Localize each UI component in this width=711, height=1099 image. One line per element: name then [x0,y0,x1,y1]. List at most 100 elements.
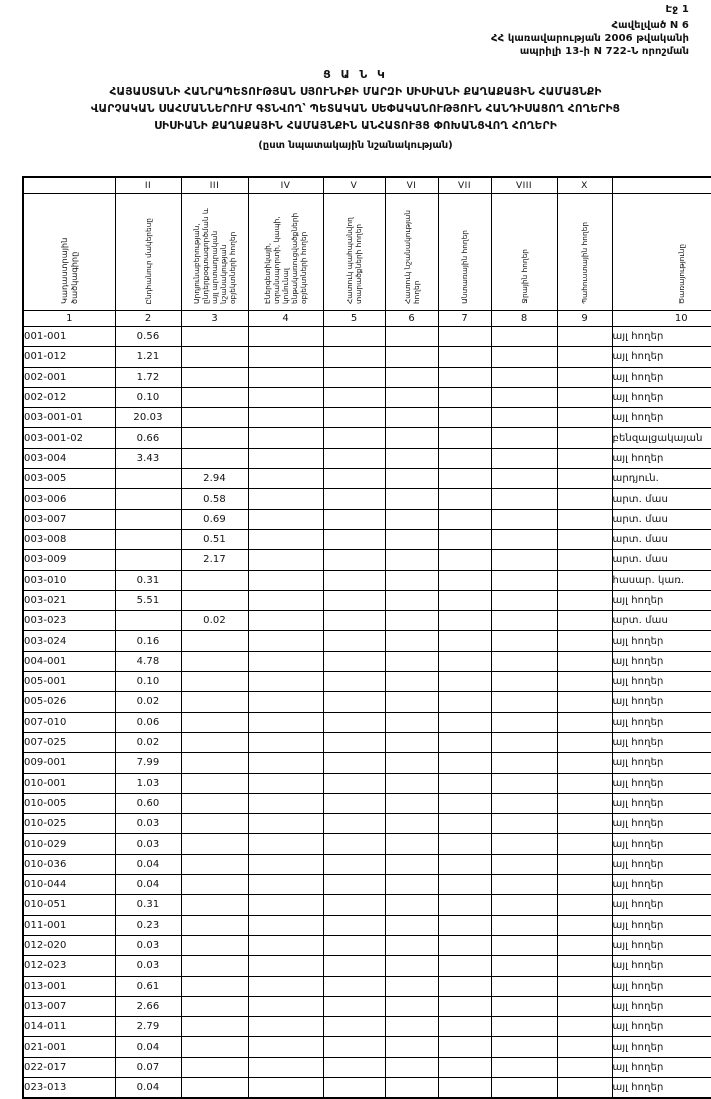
cell-c6 [384,366,439,388]
cell-c4 [247,447,324,470]
table-row: 002-012 0.10 այլ հողեր [22,386,711,409]
cell-service: բենզալցակայան [611,427,711,449]
cell-c7 [437,914,492,936]
cell-c8 [490,650,558,673]
cell-service: այլ հողեր [611,894,711,916]
cell-c4 [247,488,324,510]
cell-c3 [180,853,249,876]
cell-c5 [322,346,386,368]
cell-c3 [180,1036,249,1058]
table-row: 009-001 7.99 այլ հողեր [22,752,711,774]
cell-c4 [247,894,324,916]
cell-c7 [437,468,492,490]
cell-c9 [556,508,613,530]
cell-cadastral-code: 010-029 [22,833,116,855]
cell-c5 [322,955,386,977]
roman-col-6: VI [384,176,439,194]
cell-c2: 0.23 [114,914,182,936]
cell-c7 [437,630,492,652]
col-header-water: Ջրային հողեր [490,193,558,311]
cell-cadastral-code: 009-001 [22,752,116,774]
cell-c9 [556,589,613,612]
cell-c8 [490,813,558,835]
roman-col-7: VII [437,176,492,194]
cell-c7 [437,833,492,855]
cell-c6 [384,610,439,632]
cell-service: այլ հողեր [611,407,711,429]
cell-c5 [322,468,386,490]
cell-c6 [384,650,439,673]
table-row: 003-024 0.16 այլ հողեր [22,630,711,652]
cell-c9 [556,934,613,957]
cell-c8 [490,407,558,429]
table-row: 010-025 0.03 այլ հողեր [22,813,711,835]
land-allocation-table-wrapper: II III IV V VI VII VIII X Կադաստրային ծա… [22,176,711,1099]
colnum-4: 4 [247,310,324,327]
cell-c6 [384,346,439,368]
cell-c7 [437,894,492,916]
cell-c2: 0.03 [114,833,182,855]
cell-c3: 0.02 [180,610,249,632]
cell-service: այլ հողեր [611,1036,711,1058]
cell-cadastral-code: 003-010 [22,569,116,591]
cell-c6 [384,833,439,855]
cell-c6 [384,955,439,977]
cell-c2: 3.43 [114,447,182,470]
cell-c4 [247,833,324,855]
colnum-10: 10 [611,310,711,327]
cell-service: հասար. կառ. [611,569,711,591]
cell-c2: 0.16 [114,630,182,652]
table-row: 021-001 0.04 այլ հողեր [22,1036,711,1058]
cell-c8 [490,1076,558,1099]
roman-col-9: X [556,176,613,194]
cell-c2: 0.60 [114,792,182,815]
cell-c9 [556,975,613,997]
cell-service: այլ հողեր [611,955,711,977]
cell-service: այլ հողեր [611,772,711,794]
cell-service: արտ. մաս [611,528,711,551]
cell-c9 [556,407,613,429]
cell-c8 [490,610,558,632]
colnum-6: 6 [384,310,439,327]
cell-service: այլ հողեր [611,589,711,612]
cell-c2: 0.04 [114,1076,182,1099]
cell-c4 [247,711,324,733]
cell-c8 [490,508,558,530]
cell-c2: 0.66 [114,427,182,449]
cell-c8 [490,772,558,794]
subtitle-line-1: ՀԱՅԱՍՏԱՆԻ ՀԱՆՐԱՊԵՏՈՒԹՅԱՆ ՍՅՈՒՆԻՔԻ ՄԱՐԶԻ … [109,86,602,98]
cell-cadastral-code: 003-024 [22,630,116,652]
subtitle-line-2: ՎԱՐՉԱԿԱՆ ՍԱՀՄԱՆՆԵՐՈՒՄ ԳՏՆՎՈՂ՝ ՊԵՏԱԿԱՆ ՍԵ… [90,103,621,115]
table-row: 003-001-01 20.03 այլ հողեր [22,407,711,429]
cell-c6 [384,528,439,551]
cell-c7 [437,610,492,632]
cell-c2 [114,549,182,571]
cell-c9 [556,549,613,571]
cell-service: այլ հողեր [611,874,711,896]
cell-c4 [247,427,324,449]
cell-c2: 2.66 [114,995,182,1018]
cell-c2 [114,528,182,551]
cell-c8 [490,995,558,1018]
cell-c2: 0.06 [114,711,182,733]
cell-c4 [247,752,324,774]
cell-c3 [180,427,249,449]
cell-c2 [114,508,182,530]
cell-service: այլ հողեր [611,1016,711,1038]
cell-c9 [556,650,613,673]
cell-c3 [180,671,249,693]
cell-c5 [322,671,386,693]
table-row: 007-010 0.06 այլ հողեր [22,711,711,733]
approval-line-3: ապրիլի 13-ի N 722-Ն որոշման [519,46,689,57]
table-row: 003-001-02 0.66 բենզալցակայան [22,427,711,449]
cell-c7 [437,447,492,470]
cell-c3: 2.94 [180,468,249,490]
subtitle-line-3: ՍԻՍԻԱՆԻ ՔԱՂԱՔԱՅԻՆ ՀԱՄԱՅՆՔԻՆ ԱՆՀԱՏՈՒՅՑ ՓՈ… [154,120,557,132]
cell-c7 [437,346,492,368]
cell-cadastral-code: 010-044 [22,874,116,896]
cell-c9 [556,366,613,388]
cell-c7 [437,1056,492,1078]
table-row: 012-020 0.03 այլ հողեր [22,934,711,957]
cell-c2: 0.10 [114,386,182,409]
cell-c3 [180,752,249,774]
